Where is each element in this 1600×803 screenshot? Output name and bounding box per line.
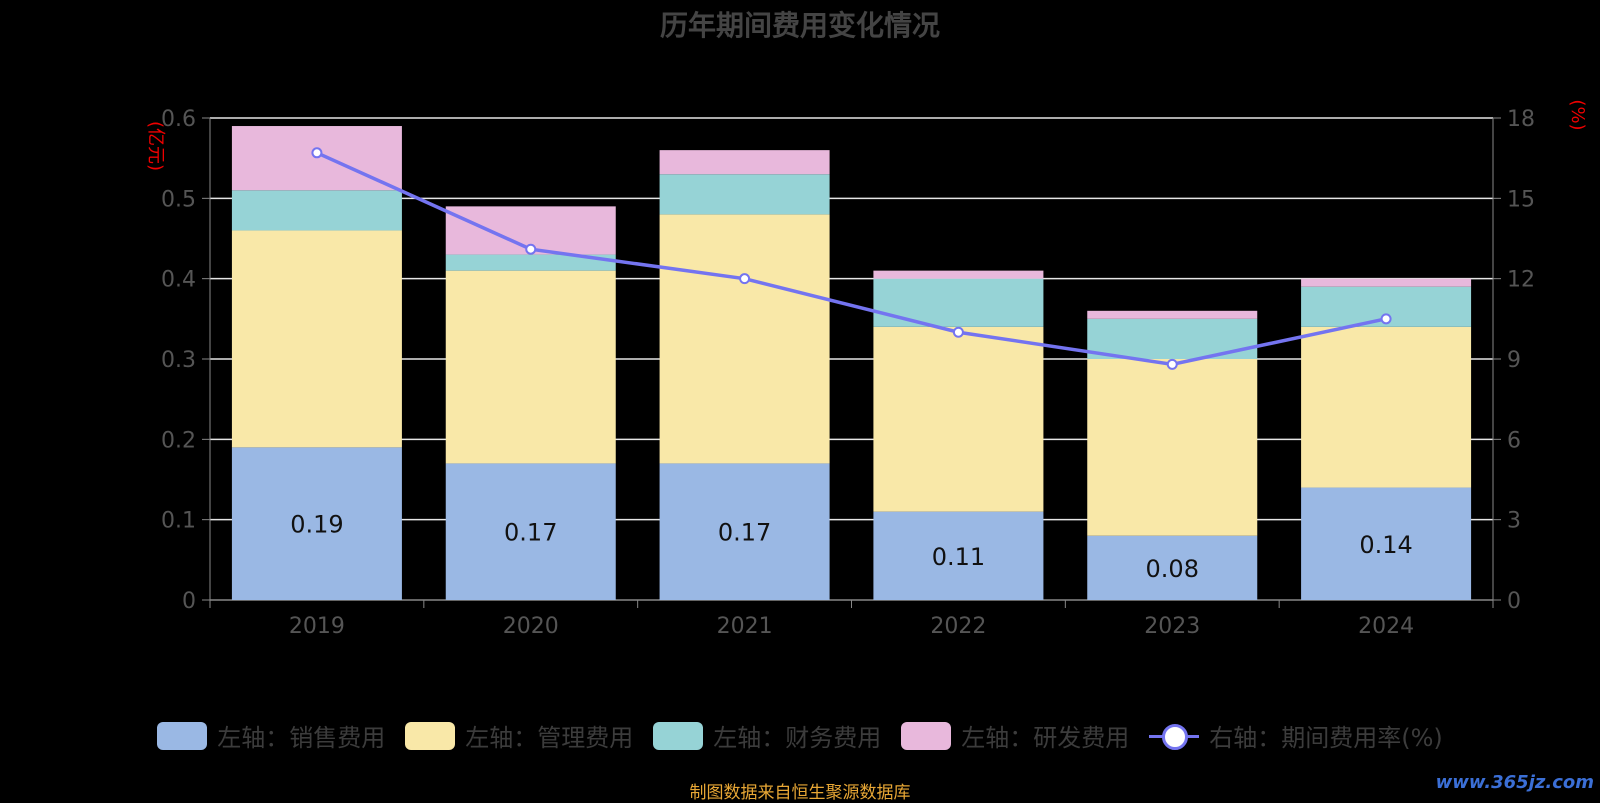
bar-segment [873,511,1044,600]
bar-data-label: 0.17 [504,519,557,547]
bar-segment [873,278,1044,327]
expense-rate-line [316,151,1387,367]
legend: 左轴：销售费用 左轴：管理费用 左轴：财务费用 左轴：研发费用 右轴：期间费用率… [0,718,1600,753]
expense-rate-point [1166,358,1178,370]
bar-segment [873,326,1044,512]
source-footer: 制图数据来自恒生聚源数据库 [689,783,911,803]
bar-segment [445,270,616,464]
x-tick-label: 2022 [930,614,986,639]
right-tick-label: 12 [1507,268,1535,293]
expense-rate-point [739,273,751,285]
legend-swatch-finance [653,721,704,750]
right-tick-label: 3 [1507,509,1521,534]
bar-segment [659,214,830,464]
legend-item-admin[interactable]: 左轴：管理费用 [405,718,633,753]
x-tick-label: 2023 [1144,614,1200,639]
x-tick-label: 2021 [717,614,773,639]
bar-segment [873,270,1044,279]
legend-item-sales[interactable]: 左轴：销售费用 [157,718,385,753]
bar-segment [1301,278,1472,287]
legend-line-marker-icon [1149,722,1200,750]
legend-swatch-sales [157,721,208,750]
bar-segment [1087,535,1258,600]
legend-swatch-admin [405,721,456,750]
bar-data-label: 0.11 [932,543,985,571]
legend-item-finance[interactable]: 左轴：财务费用 [653,718,881,753]
right-tick-label: 6 [1507,428,1521,453]
bar-data-label: 0.17 [718,519,771,547]
bar-data-label: 0.14 [1359,531,1412,559]
bar-segment [231,230,402,448]
left-tick-label: 0.5 [161,187,196,212]
left-tick-label: 0.2 [161,428,196,453]
bar-segment [659,174,830,215]
left-axis-unit: (亿元) [145,121,166,171]
bar-segment [1301,487,1472,600]
left-tick-label: 0.1 [161,509,196,534]
legend-label-finance: 左轴：财务费用 [713,724,882,752]
left-tick-label: 0.4 [161,268,196,293]
bar-segment [231,447,402,600]
expense-rate-point [525,243,537,255]
x-tick-label: 2024 [1358,614,1414,639]
chart-title: 历年期间费用变化情况 [659,9,940,42]
left-tick-label: 0 [182,589,196,614]
x-tick-label: 2020 [503,614,559,639]
expense-rate-point [952,326,964,338]
expense-rate-point [1380,313,1392,325]
legend-label-rd: 左轴：研发费用 [961,724,1130,752]
right-axis-unit: (%) [1567,99,1588,130]
right-tick-label: 9 [1507,348,1521,373]
left-tick-label: 0.6 [161,107,196,132]
bar-segment [1087,310,1258,319]
bar-segment [659,463,830,600]
left-tick-label: 0.3 [161,348,196,373]
legend-label-admin: 左轴：管理费用 [465,724,634,752]
right-tick-label: 0 [1507,589,1521,614]
legend-item-expense-rate[interactable]: 右轴：期间费用率(%) [1149,718,1443,753]
bar-segment [445,254,616,271]
bar-segment [231,190,402,231]
bar-data-label: 0.08 [1146,555,1199,583]
x-tick-label: 2019 [289,614,345,639]
right-tick-label: 15 [1507,187,1535,212]
bar-segment [1301,326,1472,488]
right-tick-label: 18 [1507,107,1535,132]
bar-segment [1087,359,1258,536]
legend-label-sales: 左轴：销售费用 [217,724,386,752]
watermark: www.365jz.com [1435,772,1594,793]
legend-swatch-rd [901,721,952,750]
bar-segment [659,150,830,175]
legend-label-expense-rate: 右轴：期间费用率(%) [1209,724,1443,752]
legend-item-rd[interactable]: 左轴：研发费用 [901,718,1129,753]
bar-data-label: 0.19 [290,511,343,539]
expense-rate-point [311,147,323,159]
bar-segment [445,463,616,600]
